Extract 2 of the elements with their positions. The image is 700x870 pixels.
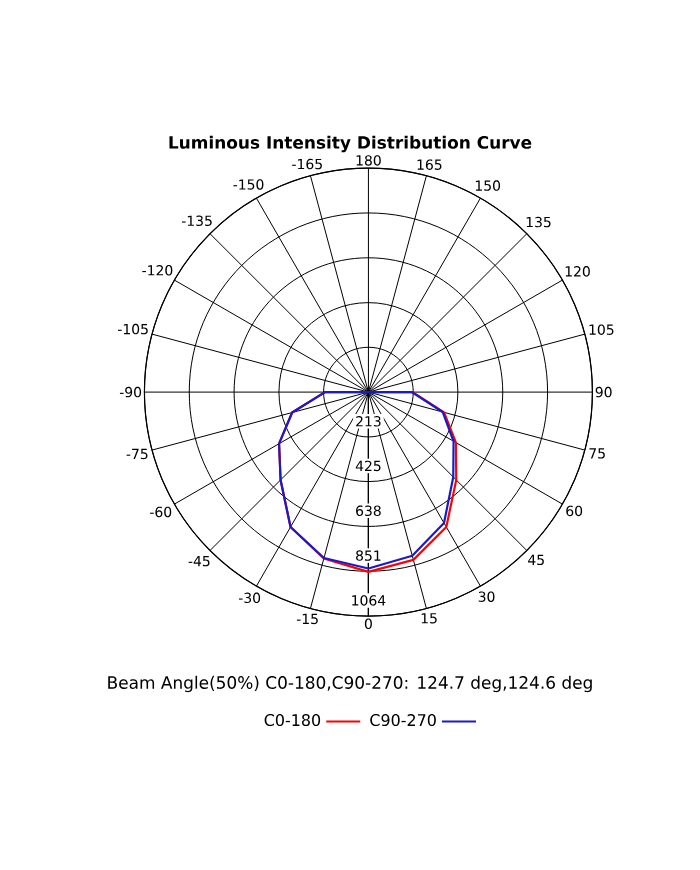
- chart-title: Luminous Intensity Distribution Curve: [169, 135, 532, 153]
- text: Beam Angle(50%) C0-180,C90-270: 124.7 deg,124.6 deg: [108, 675, 592, 693]
